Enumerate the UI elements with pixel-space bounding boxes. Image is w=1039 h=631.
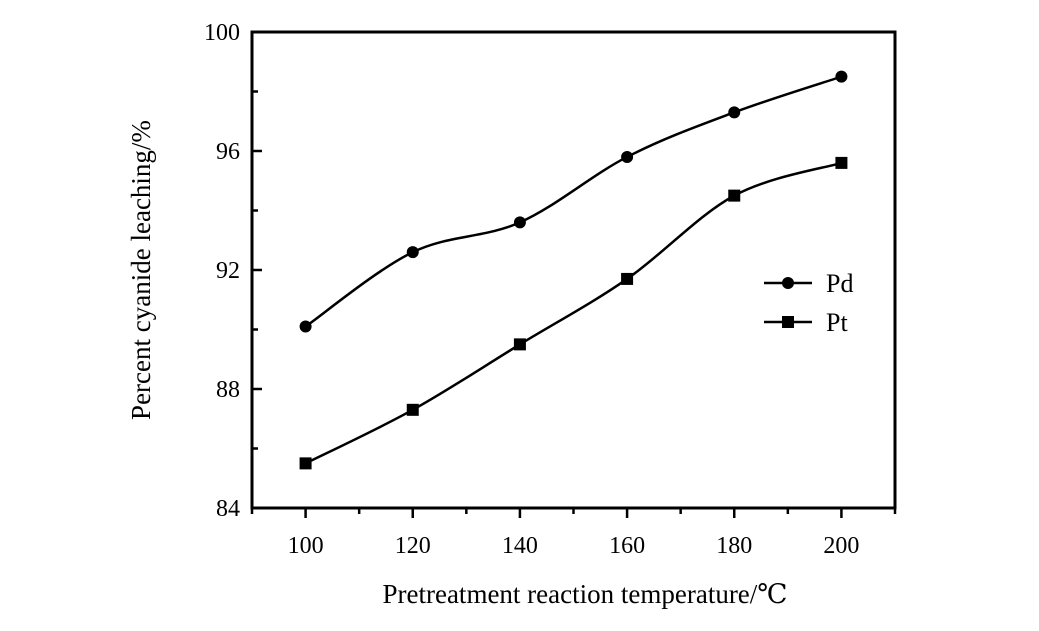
legend: Pd Pt: [764, 269, 853, 337]
data-point-pt: [621, 272, 634, 285]
y-tick-label: 96: [216, 139, 240, 165]
series-line-pd: [304, 75, 842, 328]
legend-marker-pt: [782, 316, 794, 328]
data-point-pd: [406, 246, 419, 259]
legend-item-pt: Pt: [764, 308, 848, 337]
x-tick-label: 160: [609, 533, 645, 559]
x-tick-label: 120: [395, 533, 431, 559]
data-point-pt: [835, 156, 848, 169]
x-axis-ticks: 100 120 140 160 180 200: [250, 508, 897, 559]
data-point-pd: [513, 216, 526, 229]
y-tick-label: 100: [204, 20, 240, 46]
x-tick-label: 200: [823, 533, 859, 559]
data-point-pt: [728, 189, 741, 202]
data-point-pt: [406, 403, 419, 416]
y-tick-label: 88: [216, 377, 240, 403]
y-axis-label: Percent cyanide leaching/%: [126, 120, 156, 420]
plot-frame: [250, 30, 897, 510]
y-axis-ticks: 84 88 92 96 100: [204, 20, 262, 522]
data-point-pd: [621, 150, 634, 163]
x-tick-label: 180: [716, 533, 752, 559]
legend-label-pt: Pt: [826, 308, 848, 337]
y-tick-label: 84: [216, 496, 240, 522]
data-point-pt: [299, 457, 312, 470]
series-line-pt: [305, 161, 842, 465]
y-tick-label: 92: [216, 258, 240, 284]
x-tick-label: 140: [502, 533, 538, 559]
data-point-pd: [835, 70, 848, 83]
legend-label-pd: Pd: [826, 269, 853, 298]
legend-item-pd: Pd: [764, 269, 853, 298]
x-tick-label: 100: [288, 533, 324, 559]
series-layer: [299, 70, 848, 470]
x-axis-label: Pretreatment reaction temperature/℃: [382, 579, 787, 609]
legend-marker-pd: [782, 277, 794, 289]
data-point-pd: [728, 106, 741, 119]
data-point-pt: [513, 338, 526, 351]
data-point-pd: [299, 320, 312, 333]
